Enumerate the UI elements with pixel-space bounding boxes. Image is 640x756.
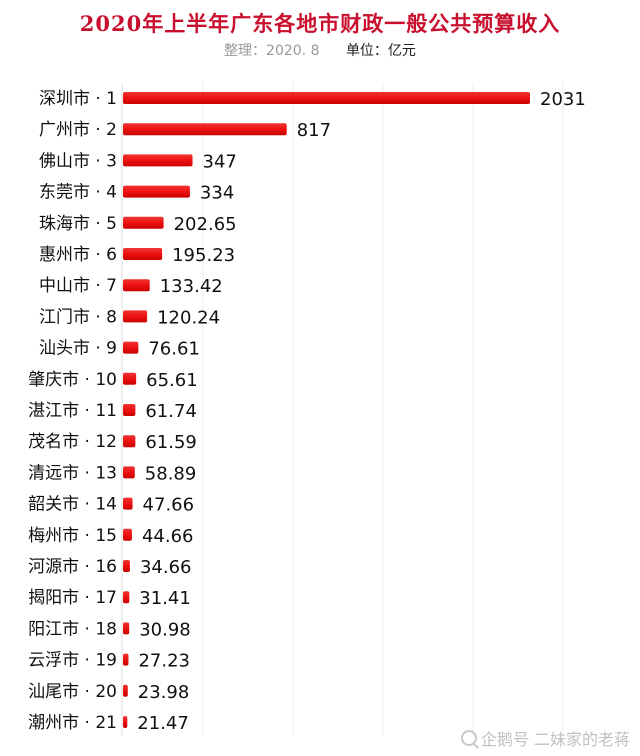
category-label: 珠海市 · 5 [39, 214, 117, 234]
category-label: 东莞市 · 4 [39, 183, 117, 203]
value-label: 61.59 [145, 432, 197, 453]
bar [123, 435, 136, 448]
value-label: 47.66 [143, 495, 195, 516]
bar [123, 216, 164, 229]
chart-subtitle: 整理：2020. 8 单位：亿元 [0, 40, 640, 60]
bar [123, 154, 193, 167]
bar [123, 591, 130, 604]
value-label: 31.41 [139, 588, 191, 609]
value-label: 23.98 [138, 682, 190, 703]
value-label: 817 [297, 120, 331, 141]
value-label: 34.66 [140, 557, 192, 578]
category-label: 江门市 · 8 [39, 307, 117, 327]
category-label: 中山市 · 7 [39, 276, 117, 296]
category-label: 广州市 · 2 [39, 120, 117, 140]
category-label: 阳江市 · 18 [28, 619, 117, 639]
value-label: 27.23 [138, 651, 190, 672]
bar [123, 622, 130, 635]
category-label: 清远市 · 13 [28, 463, 117, 483]
category-label: 汕尾市 · 20 [28, 682, 117, 702]
category-label: 云浮市 · 19 [28, 651, 117, 671]
bar [123, 372, 137, 385]
bar [123, 404, 136, 416]
bar [123, 341, 139, 354]
category-label: 肇庆市 · 10 [28, 370, 117, 390]
category-label: 梅州市 · 15 [28, 526, 117, 546]
bar [123, 248, 163, 260]
unit-note: 单位：亿元 [345, 43, 416, 59]
bar [123, 92, 530, 104]
category-label: 韶关市 · 14 [28, 495, 117, 515]
value-label: 133.42 [160, 276, 223, 297]
bar [123, 716, 128, 728]
value-label: 347 [203, 151, 237, 172]
bar [123, 279, 150, 292]
watermark-text: 企鹅号 二妹家的老蒋 [480, 730, 630, 749]
source-note: 整理：2020. 8 [224, 43, 320, 59]
category-label: 深圳市 · 1 [39, 89, 117, 109]
search-icon [460, 730, 477, 746]
bar [123, 123, 287, 136]
category-label: 茂名市 · 12 [28, 432, 117, 452]
category-label: 佛山市 · 3 [39, 151, 117, 171]
bar [123, 497, 133, 510]
value-label: 76.61 [148, 339, 200, 360]
category-label: 揭阳市 · 17 [28, 588, 117, 608]
value-label: 21.47 [137, 713, 189, 734]
value-label: 65.61 [146, 370, 198, 391]
value-label: 44.66 [142, 526, 194, 547]
chart-title: 2020年上半年广东各地市财政一般公共预算收入 [79, 11, 561, 36]
bar [123, 684, 128, 697]
value-label: 195.23 [172, 245, 235, 266]
bar [123, 466, 135, 479]
value-label: 58.89 [145, 463, 197, 484]
category-label: 河源市 · 16 [28, 557, 117, 577]
category-label: 汕头市 · 9 [39, 339, 117, 359]
bar [123, 560, 130, 572]
value-label: 202.65 [174, 214, 237, 235]
category-label: 潮州市 · 21 [28, 713, 117, 733]
value-label: 334 [200, 183, 234, 204]
value-label: 2031 [540, 89, 586, 110]
bar [123, 653, 129, 666]
category-label: 惠州市 · 6 [39, 245, 117, 265]
bar [123, 185, 190, 198]
value-label: 30.98 [139, 619, 191, 640]
bar [123, 310, 148, 323]
value-label: 61.74 [145, 401, 197, 422]
category-label: 湛江市 · 11 [28, 401, 117, 421]
bar [123, 528, 132, 541]
watermark: 企鹅号 二妹家的老蒋 [460, 726, 630, 750]
value-label: 120.24 [157, 307, 220, 328]
